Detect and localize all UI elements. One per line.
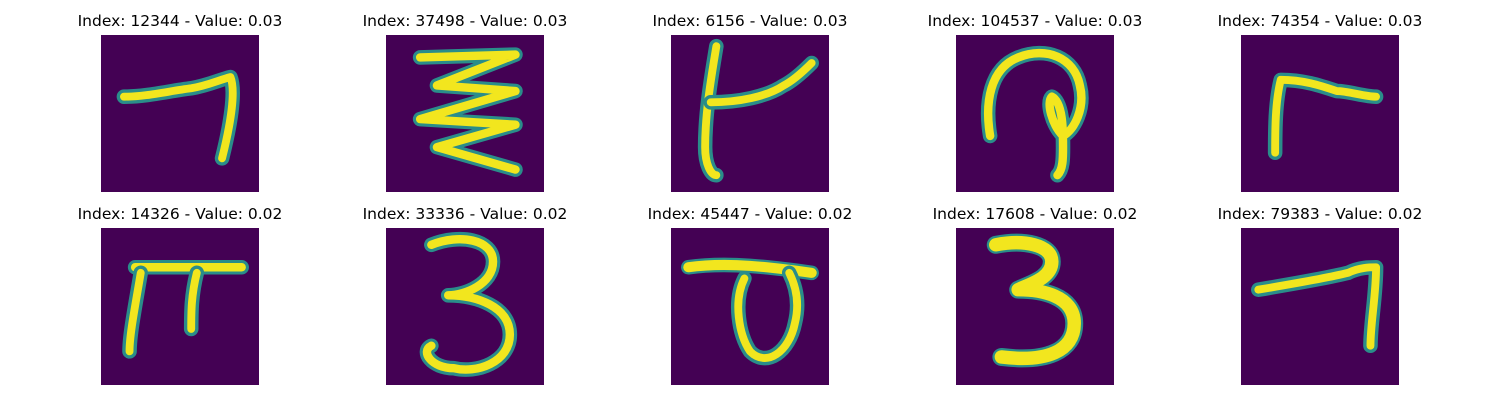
- panel-title: Index: 17608 - Value: 0.02: [932, 205, 1138, 223]
- image-panel-10: Index: 79383 - Value: 0.02: [1200, 205, 1440, 385]
- panel-title: Index: 6156 - Value: 0.03: [652, 12, 848, 30]
- image-panel-6: Index: 14326 - Value: 0.02: [60, 205, 300, 385]
- panel-title: Index: 45447 - Value: 0.02: [647, 205, 853, 223]
- image-panel-8: Index: 45447 - Value: 0.02: [630, 205, 870, 385]
- digit-image: [671, 35, 829, 192]
- panel-title: Index: 33336 - Value: 0.02: [362, 205, 568, 223]
- digit-image: [101, 228, 259, 385]
- image-panel-7: Index: 33336 - Value: 0.02: [345, 205, 585, 385]
- image-panel-9: Index: 17608 - Value: 0.02: [915, 205, 1155, 385]
- panel-title: Index: 104537 - Value: 0.03: [927, 12, 1143, 30]
- digit-image: [386, 35, 544, 192]
- panel-title: Index: 14326 - Value: 0.02: [77, 205, 283, 223]
- panel-title: Index: 12344 - Value: 0.03: [77, 12, 283, 30]
- image-panel-4: Index: 104537 - Value: 0.03: [915, 12, 1155, 192]
- image-panel-5: Index: 74354 - Value: 0.03: [1200, 12, 1440, 192]
- panel-title: Index: 74354 - Value: 0.03: [1217, 12, 1423, 30]
- digit-image: [1241, 35, 1399, 192]
- image-panel-2: Index: 37498 - Value: 0.03: [345, 12, 585, 192]
- digit-image: [956, 35, 1114, 192]
- image-panel-3: Index: 6156 - Value: 0.03: [630, 12, 870, 192]
- panel-title: Index: 37498 - Value: 0.03: [362, 12, 568, 30]
- digit-image: [671, 228, 829, 385]
- digit-image: [101, 35, 259, 192]
- digit-image: [956, 228, 1114, 385]
- digit-image: [1241, 228, 1399, 385]
- panel-title: Index: 79383 - Value: 0.02: [1217, 205, 1423, 223]
- digit-image: [386, 228, 544, 385]
- image-panel-1: Index: 12344 - Value: 0.03: [60, 12, 300, 192]
